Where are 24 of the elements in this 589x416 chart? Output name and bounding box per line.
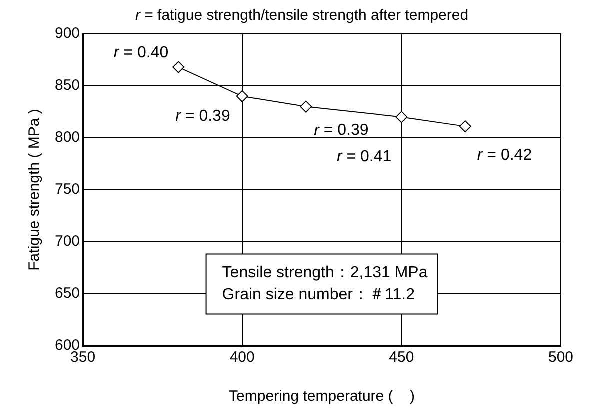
point [459,120,472,133]
point [236,90,248,102]
annotation: r = 0.42 [477,146,532,164]
y-tick-label: 900 [54,25,80,42]
y-tick-label: 650 [54,285,80,302]
y-axis-title: Fatigue strength ( MPa ) [26,109,44,271]
annotation: Tensile strength：2,131 MPa [222,264,428,282]
y-tick-label: 750 [54,181,80,198]
annotation: r = 0.40 [114,44,169,62]
x-tick-label: 400 [230,349,255,366]
x-tick-label: 450 [389,349,414,366]
annotation: r = 0.39 [176,108,230,125]
x-axis-title: Tempering temperature ( ) [229,388,415,406]
y-tick-label: 800 [54,129,80,146]
x-tick-label: 500 [548,349,574,366]
point [172,61,185,74]
y-tick-label: 700 [54,233,80,250]
y-tick-label: 850 [54,77,80,94]
point [396,111,408,124]
annotation: r = 0.39 [314,122,369,140]
point [300,100,312,113]
chart-title: r = fatigue strength/tensile strength after tempered [135,7,469,24]
annotation: Grain size number：＃11.2 [222,286,416,304]
annotation: r = 0.41 [336,148,392,166]
